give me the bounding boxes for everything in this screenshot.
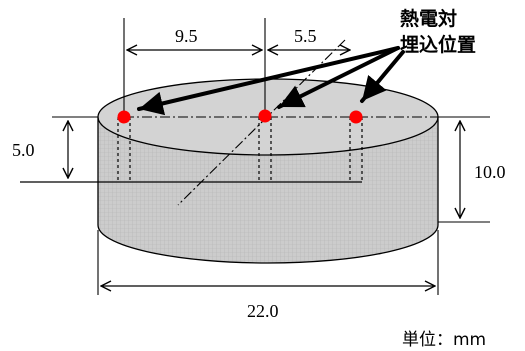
dim-label-diameter: 22.0 — [247, 301, 279, 321]
dim-label-spacing-left: 9.5 — [175, 26, 198, 46]
thermocouple-point-left — [117, 110, 131, 124]
dimension-arrows — [68, 50, 460, 286]
thermocouple-pointers — [137, 46, 405, 116]
label-thermocouple-line2: 埋込位置 — [400, 33, 476, 56]
thermocouple-holes — [117, 117, 363, 182]
dim-label-embed-depth: 5.0 — [12, 140, 35, 160]
label-thermocouple-line1: 熱電対 — [400, 7, 457, 30]
dim-label-height: 10.0 — [474, 162, 506, 182]
dim-label-spacing-right: 5.5 — [294, 26, 317, 46]
unit-note: 単位：mm — [402, 330, 486, 350]
thermocouple-point-center — [258, 109, 272, 123]
extension-lines — [52, 18, 490, 295]
thermocouple-points — [117, 109, 363, 124]
cylinder-body — [97, 116, 439, 264]
thermocouple-point-right — [349, 110, 363, 124]
